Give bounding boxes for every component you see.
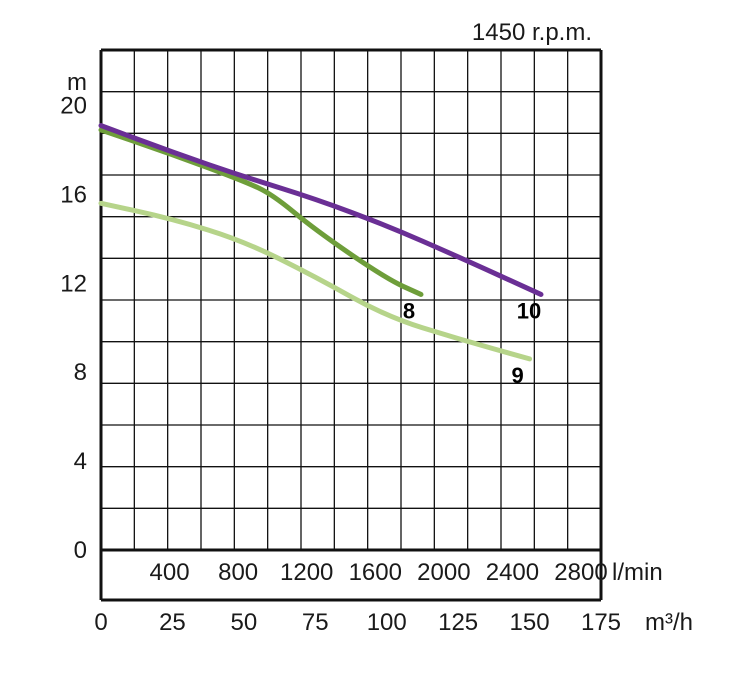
x-tick-label-lmin: 2800 [554,559,607,586]
chart-title: 1450 r.p.m. [472,19,592,46]
series-label-8: 8 [403,298,415,323]
x-axis-label-lmin: l/min [612,559,663,586]
x-tick-label-lmin: 800 [218,559,258,586]
text-layer: 8 9 10 1450 r.p.m. m 0 4 8 12 16 20 400 800 1200 1600 2… [60,19,693,636]
x-tick-label-m3h: 75 [302,609,329,636]
y-axis-label: m [67,69,87,96]
x-tick-label-m3h: 150 [510,609,550,636]
x-tick-label-lmin: 2000 [417,559,470,586]
series-label-10: 10 [517,298,541,323]
x-tick-label-lmin: 400 [150,559,190,586]
x-tick-label-lmin: 2400 [486,559,539,586]
series-line-8 [98,127,424,297]
x-axis-label-m3h: m³/h [645,609,693,636]
series-line-9 [98,200,533,362]
x-tick-label-m3h: 50 [231,609,258,636]
x-tick-label-lmin: 1600 [349,559,402,586]
y-tick-label: 0 [74,537,87,564]
y-tick-label: 12 [60,270,87,297]
x-tick-label-m3h: 175 [581,609,621,636]
y-tick-label: 16 [60,181,87,208]
series-label-9: 9 [511,363,523,388]
series-line-10 [98,123,544,297]
x-tick-label-lmin: 1200 [280,559,333,586]
y-tick-label: 20 [60,93,87,120]
y-tick-label: 4 [74,448,87,475]
grid [99,48,603,602]
x-tick-label-m3h: 0 [94,609,107,636]
x-tick-label-m3h: 125 [438,609,478,636]
x-tick-label-m3h: 25 [159,609,186,636]
y-tick-label: 8 [74,359,87,386]
x-tick-label-m3h: 100 [367,609,407,636]
curves [98,123,544,362]
